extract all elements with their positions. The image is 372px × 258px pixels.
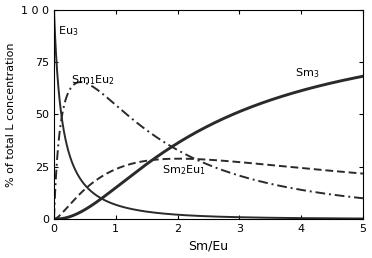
Text: Sm$_3$: Sm$_3$ — [295, 67, 319, 80]
Text: Sm$_2$Eu$_1$: Sm$_2$Eu$_1$ — [162, 163, 206, 177]
X-axis label: Sm/Eu: Sm/Eu — [188, 239, 228, 252]
Text: Sm$_1$Eu$_2$: Sm$_1$Eu$_2$ — [71, 73, 114, 87]
Y-axis label: % of total L concentration: % of total L concentration — [6, 42, 16, 187]
Text: Eu$_3$: Eu$_3$ — [58, 25, 78, 38]
